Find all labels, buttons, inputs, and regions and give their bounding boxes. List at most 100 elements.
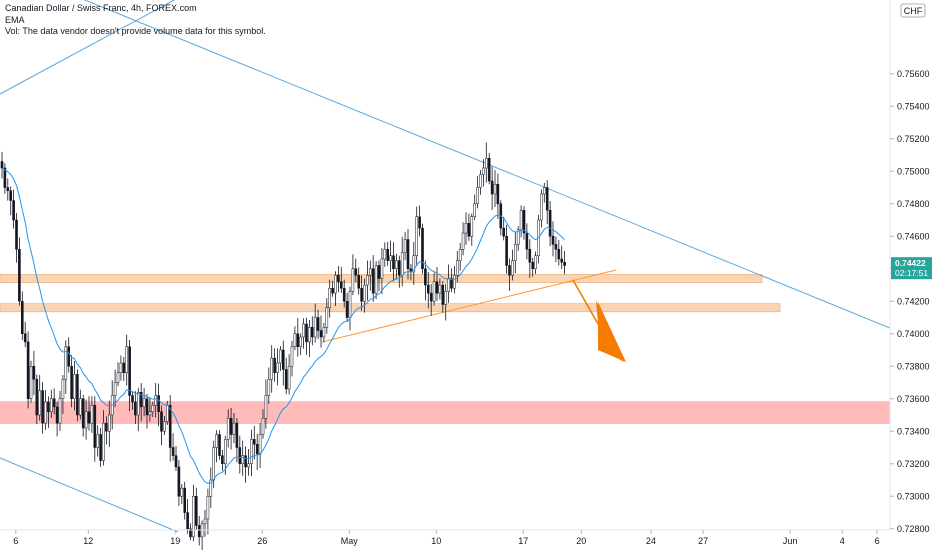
candle-up [412, 255, 416, 273]
time-tick-label: 17 [518, 536, 528, 546]
candle-down [357, 275, 360, 289]
candle-up [395, 260, 398, 269]
price-tick-label: 0.75600 [897, 69, 930, 79]
candle-up [514, 244, 517, 261]
time-tick-label: 19 [170, 536, 180, 546]
time-tick-label: 27 [698, 536, 708, 546]
candle-up [258, 434, 262, 455]
candle-down [21, 301, 24, 334]
candle-up [215, 434, 218, 448]
candle-down [15, 219, 18, 250]
candle-up [293, 333, 297, 347]
candle-up [334, 275, 337, 294]
price-tick-label: 0.74200 [897, 296, 930, 306]
candle-up [270, 357, 273, 380]
candle-down [3, 167, 7, 188]
candle-down [131, 395, 134, 403]
legend-ema[interactable]: EMA [5, 14, 25, 25]
time-tick-label: 6 [13, 536, 18, 546]
candle-down [12, 200, 15, 221]
candle-down [0, 161, 4, 169]
candle-up [519, 210, 523, 230]
candle-up [232, 422, 236, 435]
candle-down [424, 268, 427, 286]
candle-up [444, 291, 447, 305]
candle-down [168, 405, 172, 448]
candle-down [354, 268, 358, 276]
trendlines-layer [0, 0, 891, 533]
candle-up [50, 398, 53, 412]
channel-lower-line [0, 457, 179, 533]
candle-up [276, 362, 279, 373]
candle-down [160, 411, 163, 432]
candle-up [154, 395, 157, 406]
candle-up [119, 362, 123, 373]
candle-up [461, 232, 465, 250]
legend-volume-note: Vol: The data vendor doesn't provide vol… [5, 26, 266, 36]
candle-up [322, 327, 326, 338]
candles-layer [0, 142, 566, 550]
candle-up [279, 349, 282, 364]
candle-up [96, 434, 100, 448]
candle-down [67, 346, 71, 367]
bar-countdown: 02:17:51 [895, 268, 928, 278]
candle-up [540, 193, 543, 221]
candle-up [313, 317, 317, 338]
candle-up [73, 374, 76, 399]
candle-down [421, 227, 424, 269]
price-tick-label: 0.74800 [897, 199, 930, 209]
candle-down [105, 422, 108, 432]
price-tick-label: 0.72800 [897, 524, 930, 534]
candle-up [108, 414, 111, 432]
candle-down [128, 346, 131, 396]
candle-down [235, 422, 239, 448]
candle-up [90, 405, 94, 424]
candle-up [366, 275, 369, 286]
candle-down [386, 249, 389, 261]
candle-up [456, 260, 459, 276]
candle-down [253, 439, 256, 445]
candle-down [305, 323, 308, 343]
candle-up [166, 405, 169, 422]
candle-down [554, 244, 558, 250]
candle-down [551, 236, 555, 245]
time-tick-label: 12 [83, 536, 93, 546]
candle-up [470, 216, 474, 237]
candle-down [6, 187, 10, 191]
candle-up [151, 405, 155, 412]
candle-down [195, 496, 198, 526]
candle-down [450, 278, 453, 289]
ema-line [1, 167, 565, 484]
candle-up [482, 167, 485, 175]
time-tick-label: May [341, 536, 359, 546]
ema-layer [1, 167, 565, 484]
candle-up [302, 323, 305, 338]
candle-down [528, 249, 532, 263]
time-axis[interactable]: 6 12 19 26 May 10 17 20 24 27 Jun 4 6 [0, 529, 890, 546]
candle-up [58, 398, 62, 424]
candle-up [148, 411, 152, 416]
candle-up [102, 422, 105, 461]
candle-up [192, 496, 195, 538]
candle-up [29, 366, 33, 399]
candle-up [511, 260, 514, 276]
price-tick-label: 0.75400 [897, 101, 930, 111]
price-axis[interactable]: 0.72800 0.73000 0.73200 0.73400 0.73600 0.738… [889, 0, 930, 534]
candle-up [241, 455, 244, 464]
candle-down [218, 434, 221, 456]
candle-down [429, 292, 433, 302]
candle-down [545, 187, 549, 211]
price-tick-label: 0.74600 [897, 231, 930, 241]
candle-up [264, 395, 268, 419]
time-tick-label: 24 [646, 536, 656, 546]
candle-down [134, 401, 137, 416]
candle-down [563, 262, 566, 266]
candle-down [427, 284, 430, 294]
price-tick-label: 0.73600 [897, 394, 930, 404]
candle-down [18, 249, 21, 302]
candle-down [406, 239, 410, 269]
candle-up [203, 518, 207, 525]
legend-symbol-title[interactable]: Canadian Dollar / Swiss Franc, 4h, FOREX… [5, 3, 197, 13]
